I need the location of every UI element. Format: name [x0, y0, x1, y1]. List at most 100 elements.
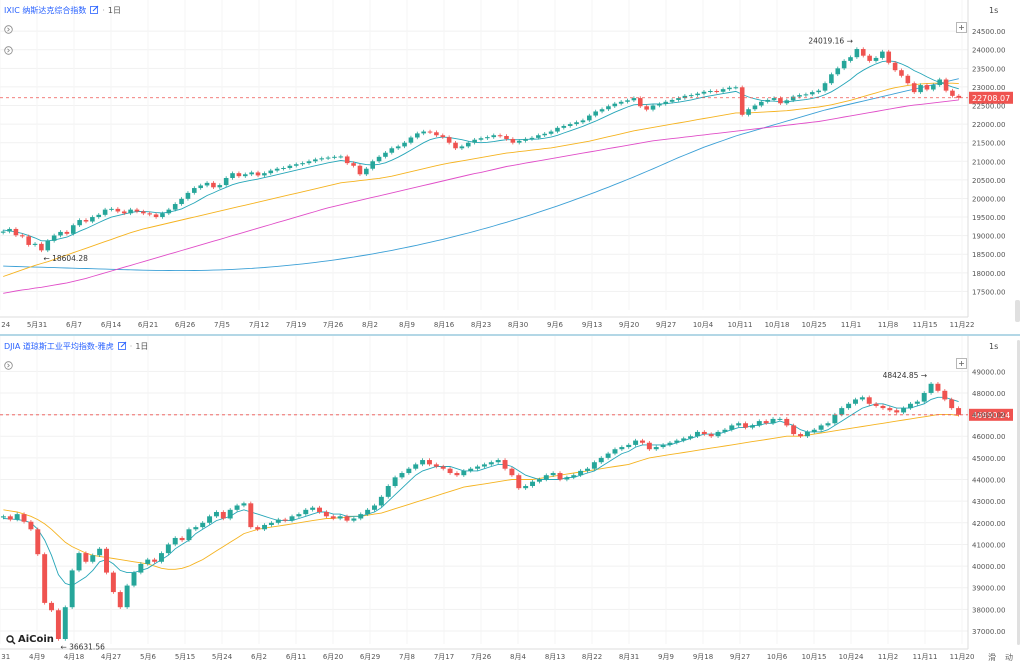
candle-body — [325, 157, 331, 159]
candle-body — [598, 457, 604, 463]
price-tick-label: 37000.00 — [972, 628, 1005, 636]
candle-body — [557, 473, 563, 480]
djia-scale-label[interactable]: 1s — [989, 342, 999, 351]
candle-body — [248, 503, 254, 528]
candle-body — [859, 397, 865, 400]
ma-vlong-line — [3, 78, 959, 272]
aicoin-logo: AiCoin — [6, 634, 54, 645]
candle-body — [937, 79, 942, 86]
ixic-title[interactable]: IXIC 纳斯达克综合指数 — [4, 6, 87, 15]
date-tick-label: 4月9 — [29, 653, 45, 661]
candle-body — [695, 93, 700, 96]
candle-body — [825, 423, 831, 426]
candle-body — [667, 442, 673, 445]
candle-body — [640, 440, 645, 443]
candle-body — [797, 95, 802, 97]
date-tick-label: 6月29 — [360, 653, 380, 661]
djia-pane[interactable]: 46990.24 49000.00 48000.00 47000.00 46000.00… — [0, 336, 1020, 665]
candle-body — [587, 115, 592, 121]
date-tick-label: 5月31 — [27, 321, 47, 329]
ixic-scale-label[interactable]: 1s — [989, 6, 999, 15]
candle-body — [880, 51, 885, 58]
candle-body — [612, 103, 618, 107]
candle-body — [236, 173, 242, 177]
candle-body — [701, 91, 707, 94]
edit-icon[interactable] — [90, 5, 99, 16]
fullscreen-icon[interactable] — [956, 354, 967, 373]
current-price-label: 22708.07 — [972, 94, 1010, 103]
ixic-interval[interactable]: 1日 — [107, 6, 121, 15]
djia-scrollbar[interactable] — [1017, 340, 1020, 645]
candle-body — [313, 159, 318, 162]
candle-body — [894, 410, 900, 413]
collapse-icon[interactable] — [4, 19, 13, 38]
expand-icon[interactable] — [4, 355, 13, 374]
date-tick-label: 11月8 — [878, 321, 898, 329]
candle-body — [303, 509, 309, 515]
candle-body — [502, 460, 508, 469]
date-tick-label: 8月13 — [545, 653, 565, 661]
candle-body — [935, 383, 941, 391]
axis-corner-a[interactable]: 滑 — [988, 653, 996, 662]
ixic-chart[interactable]: 22708.07 24500.00 24000.00 23500.00 23000.00… — [0, 0, 1020, 334]
axis-corner-b[interactable]: 动 — [1005, 653, 1013, 662]
price-tick-label: 46000.00 — [972, 433, 1005, 441]
candle-body — [42, 554, 48, 603]
aicoin-logo-icon — [6, 634, 16, 644]
candle-body — [591, 462, 597, 469]
date-tick-label: 10月24 — [839, 653, 864, 661]
ixic-pane[interactable]: 22708.07 24500.00 24000.00 23500.00 23000.00… — [0, 0, 1020, 336]
candle-body — [45, 240, 51, 251]
candle-body — [351, 518, 357, 521]
candle-body — [784, 418, 790, 426]
candle-body — [542, 133, 548, 136]
djia-chart[interactable]: 46990.24 49000.00 48000.00 47000.00 46000.00… — [0, 336, 1020, 665]
candle-body — [7, 228, 12, 232]
djia-controls — [4, 355, 13, 376]
candle-body — [179, 198, 184, 205]
candle-body — [62, 607, 68, 639]
candle-body — [172, 204, 178, 210]
price-tick-label: 42000.00 — [972, 520, 1005, 528]
date-tick-label: 3月31 — [0, 653, 10, 661]
date-tick-label: 6月26 — [175, 321, 196, 329]
candle-body — [790, 96, 796, 101]
candle-body — [835, 68, 841, 75]
candle-body — [854, 49, 860, 58]
date-tick-label: 9月13 — [582, 321, 602, 329]
candle-body — [924, 85, 930, 90]
candle-body — [102, 209, 108, 215]
expand-icon[interactable] — [4, 40, 13, 59]
date-tick-label: 11月20 — [950, 653, 975, 661]
candle-body — [550, 473, 556, 476]
candle-body — [255, 172, 261, 176]
candle-body — [70, 225, 76, 234]
candle-body — [646, 442, 652, 450]
djia-interval[interactable]: 1日 — [135, 342, 149, 351]
candle-body — [440, 135, 446, 138]
edit-icon[interactable] — [117, 341, 127, 352]
candle-body — [365, 509, 371, 515]
candle-body — [323, 511, 329, 517]
candle-body — [413, 464, 419, 469]
candle-body — [650, 105, 656, 110]
price-tick-label: 24500.00 — [972, 28, 1005, 36]
candle-body — [529, 137, 535, 139]
candle-body — [282, 519, 288, 521]
date-tick-label: 11月15 — [913, 321, 938, 329]
candle-body — [289, 516, 295, 521]
date-tick-label: 7月26 — [471, 653, 492, 661]
candle-body — [14, 514, 20, 520]
date-tick-label: 8月30 — [508, 321, 528, 329]
fullscreen-icon[interactable] — [956, 18, 967, 37]
candle-body — [186, 529, 192, 541]
date-tick-label: 11月2 — [878, 653, 898, 661]
candle-body — [0, 231, 6, 233]
date-tick-label: 9月27 — [730, 653, 750, 661]
date-tick-label: 4月18 — [64, 653, 84, 661]
date-tick-label: 10月6 — [767, 653, 788, 661]
djia-title[interactable]: DJIA 道琼斯工业平均指数-雅虎 — [4, 342, 114, 351]
ixic-scrollbar[interactable] — [1015, 300, 1020, 322]
candle-body — [578, 470, 584, 476]
candle-body — [426, 460, 432, 465]
